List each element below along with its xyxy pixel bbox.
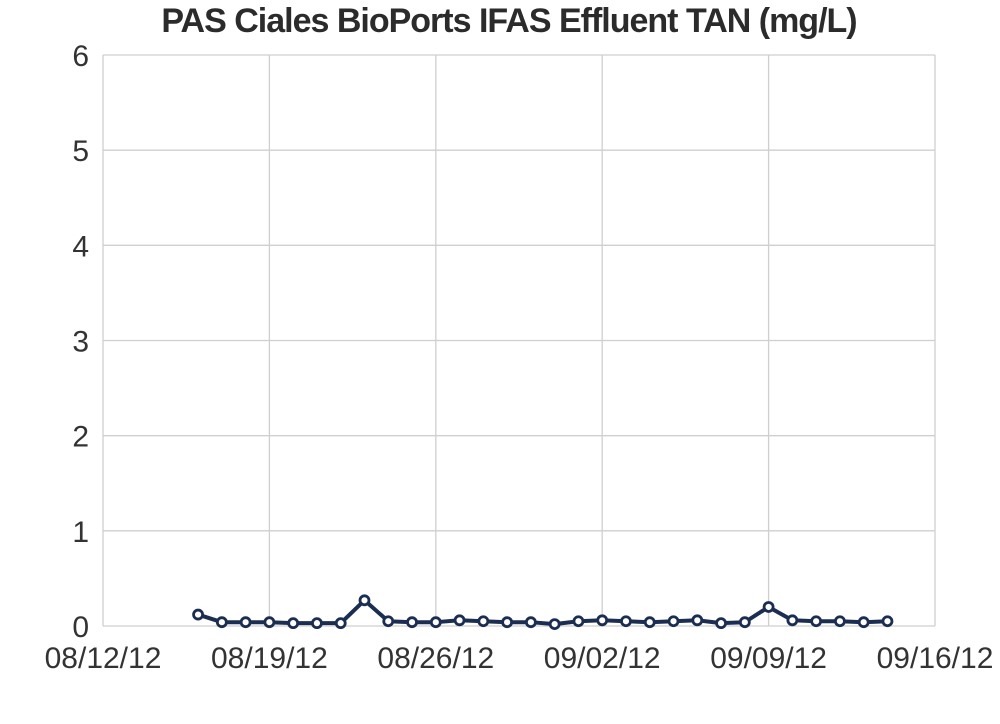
data-point bbox=[239, 616, 252, 629]
data-point bbox=[572, 615, 585, 628]
data-point bbox=[596, 614, 609, 627]
data-point bbox=[762, 601, 775, 613]
x-tick-label: 08/26/12 bbox=[377, 642, 494, 675]
series-line-layer bbox=[197, 598, 888, 627]
data-point bbox=[857, 616, 870, 629]
data-point bbox=[453, 614, 466, 627]
x-tick-label: 08/12/12 bbox=[45, 642, 162, 675]
data-point bbox=[501, 616, 514, 629]
data-point bbox=[786, 614, 799, 627]
data-point bbox=[287, 617, 300, 630]
data-point bbox=[738, 616, 751, 629]
series-line bbox=[197, 598, 888, 627]
data-point bbox=[881, 615, 894, 628]
data-point bbox=[192, 608, 204, 621]
x-tick-label: 09/16/12 bbox=[877, 642, 994, 675]
data-point bbox=[715, 617, 727, 630]
series-points-layer bbox=[192, 594, 894, 630]
y-tick-label: 0 bbox=[72, 611, 89, 644]
data-point bbox=[810, 615, 823, 628]
chart-title: PAS Ciales BioPorts IFAS Effluent TAN (m… bbox=[161, 2, 857, 40]
data-point bbox=[548, 618, 561, 630]
data-point bbox=[429, 616, 442, 629]
data-point bbox=[643, 616, 656, 629]
data-point bbox=[382, 615, 395, 628]
data-point bbox=[834, 615, 846, 628]
axis-labels-layer: 0 1 2 3 4 5 6 08/12/12 08/19/12 08/26/12 09/02/12 0… bbox=[45, 40, 994, 675]
data-point bbox=[263, 616, 276, 629]
data-point bbox=[358, 594, 371, 607]
data-point bbox=[667, 615, 680, 628]
data-point bbox=[477, 615, 490, 628]
data-point bbox=[406, 616, 418, 629]
data-point bbox=[215, 616, 228, 629]
x-tick-label: 09/02/12 bbox=[544, 642, 661, 675]
data-point bbox=[311, 617, 323, 630]
data-point bbox=[620, 615, 632, 628]
y-tick-label: 4 bbox=[72, 230, 89, 263]
y-tick-label: 2 bbox=[72, 421, 89, 454]
data-point bbox=[691, 614, 704, 627]
y-tick-label: 1 bbox=[72, 516, 89, 549]
x-tick-label: 09/09/12 bbox=[710, 642, 827, 675]
y-tick-label: 6 bbox=[72, 40, 89, 73]
y-tick-label: 5 bbox=[72, 135, 89, 168]
x-tick-label: 08/19/12 bbox=[211, 642, 328, 675]
data-point bbox=[334, 617, 347, 630]
y-tick-label: 3 bbox=[72, 326, 89, 359]
data-point bbox=[524, 616, 537, 629]
grid-layer bbox=[102, 54, 936, 627]
